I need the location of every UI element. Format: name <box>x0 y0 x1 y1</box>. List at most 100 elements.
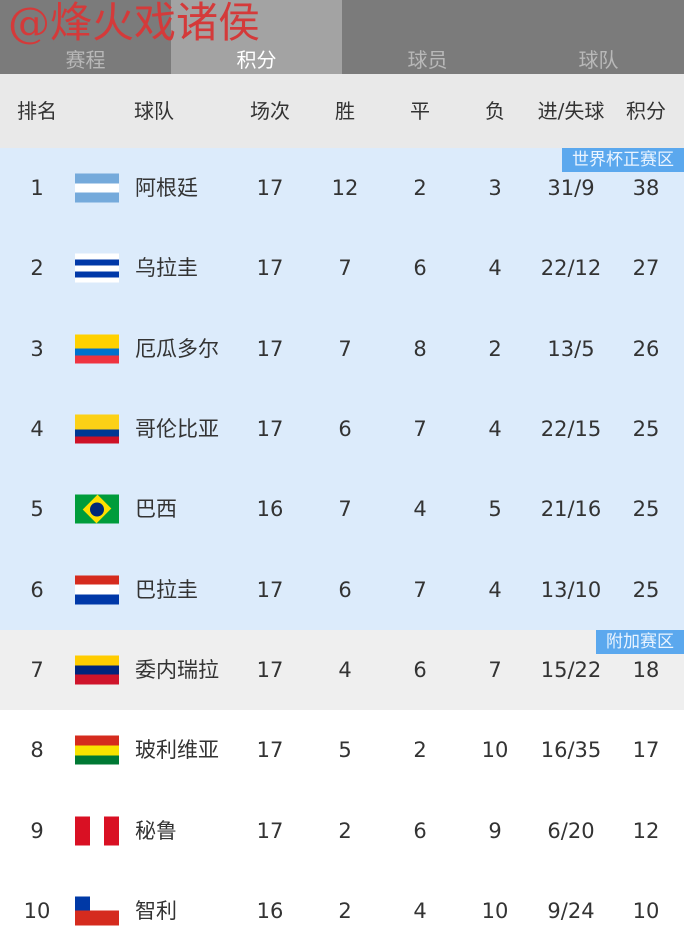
win: 7 <box>338 497 352 522</box>
team-name[interactable]: 秘鲁 <box>135 818 177 843</box>
tab-teams[interactable]: 球队 <box>578 48 619 72</box>
table-row[interactable]: 9 秘鲁 17 2 6 9 6/20 12 <box>0 790 684 871</box>
rank: 9 <box>30 818 44 843</box>
table-row[interactable]: 10 智利 16 2 4 10 9/24 10 <box>0 870 684 951</box>
loss: 9 <box>488 818 502 843</box>
played: 17 <box>256 417 284 442</box>
table-row[interactable]: 4 哥伦比亚 17 6 7 4 22/15 25 <box>0 388 684 470</box>
flag-paraguay-icon <box>75 575 119 605</box>
flag-brazil-icon <box>75 494 119 524</box>
tab-standings[interactable]: 积分 <box>171 0 342 74</box>
rank: 3 <box>30 336 44 361</box>
played: 17 <box>256 738 284 763</box>
win: 2 <box>338 818 352 843</box>
flag-argentina-icon <box>75 173 119 203</box>
rank: 6 <box>30 577 44 602</box>
table-row[interactable]: 6 巴拉圭 17 6 7 4 13/10 25 <box>0 549 684 630</box>
loss: 7 <box>488 657 502 682</box>
draw: 4 <box>413 497 427 522</box>
header-played: 场次 <box>250 99 290 123</box>
table-header: 排名 球队 场次 胜 平 负 进/失球 积分 <box>0 74 684 148</box>
rank: 10 <box>23 898 51 923</box>
team-name[interactable]: 哥伦比亚 <box>135 417 219 442</box>
team-name[interactable]: 厄瓜多尔 <box>135 336 219 361</box>
world-cup-zone-badge: 世界杯正赛区 <box>562 148 684 172</box>
played: 16 <box>256 898 284 923</box>
goals: 16/35 <box>540 738 602 763</box>
points: 12 <box>632 818 660 843</box>
tab-schedule[interactable]: 赛程 <box>65 48 106 72</box>
points: 17 <box>632 738 660 763</box>
win: 4 <box>338 657 352 682</box>
team-name[interactable]: 乌拉圭 <box>135 256 198 281</box>
loss: 2 <box>488 336 502 361</box>
loss: 5 <box>488 497 502 522</box>
rank: 2 <box>30 256 44 281</box>
loss: 4 <box>488 577 502 602</box>
team-name[interactable]: 巴西 <box>135 497 177 522</box>
points: 25 <box>632 577 660 602</box>
playoff-zone-badge: 附加赛区 <box>596 629 684 654</box>
table-row[interactable]: 8 玻利维亚 17 5 2 10 16/35 17 <box>0 710 684 791</box>
rank: 5 <box>30 497 44 522</box>
played: 17 <box>256 256 284 281</box>
win: 2 <box>338 898 352 923</box>
header-team: 球队 <box>134 99 174 123</box>
goals: 22/12 <box>540 256 602 281</box>
loss: 3 <box>488 176 502 201</box>
table-row[interactable]: 1 阿根廷 17 12 2 3 31/9 38 世界杯正赛区 <box>0 148 684 229</box>
flag-ecuador-icon <box>75 334 119 364</box>
goals: 31/9 <box>547 176 595 201</box>
goals: 6/20 <box>547 818 595 843</box>
header-loss: 负 <box>485 99 505 123</box>
flag-bolivia-icon <box>75 735 119 765</box>
team-name[interactable]: 阿根廷 <box>135 176 198 201</box>
points: 25 <box>632 417 660 442</box>
draw: 8 <box>413 336 427 361</box>
team-name[interactable]: 巴拉圭 <box>135 577 198 602</box>
team-name[interactable]: 玻利维亚 <box>135 738 219 763</box>
goals: 21/16 <box>540 497 602 522</box>
table-row[interactable]: 2 乌拉圭 17 7 6 4 22/12 27 <box>0 228 684 309</box>
rank: 1 <box>30 176 44 201</box>
team-name[interactable]: 智利 <box>135 898 177 923</box>
flag-chile-icon <box>75 896 119 926</box>
goals: 13/10 <box>540 577 602 602</box>
loss: 10 <box>481 898 509 923</box>
points: 38 <box>632 176 660 201</box>
draw: 6 <box>413 818 427 843</box>
flag-peru-icon <box>75 816 119 846</box>
played: 17 <box>256 336 284 361</box>
draw: 4 <box>413 898 427 923</box>
win: 7 <box>338 256 352 281</box>
team-name[interactable]: 委内瑞拉 <box>135 657 219 682</box>
table-row[interactable]: 7 委内瑞拉 17 4 6 7 15/22 18 附加赛区 <box>0 629 684 711</box>
goals: 9/24 <box>547 898 595 923</box>
table-row[interactable]: 5 巴西 16 7 4 5 21/16 25 <box>0 469 684 550</box>
loss: 4 <box>488 256 502 281</box>
win: 12 <box>331 176 359 201</box>
loss: 4 <box>488 417 502 442</box>
win: 5 <box>338 738 352 763</box>
tab-players[interactable]: 球员 <box>407 48 448 72</box>
played: 17 <box>256 176 284 201</box>
goals: 22/15 <box>540 417 602 442</box>
played: 17 <box>256 657 284 682</box>
header-win: 胜 <box>335 99 355 123</box>
draw: 6 <box>413 256 427 281</box>
draw: 6 <box>413 657 427 682</box>
draw: 2 <box>413 176 427 201</box>
table-row[interactable]: 3 厄瓜多尔 17 7 8 2 13/5 26 <box>0 308 684 389</box>
standings-table: 1 阿根廷 17 12 2 3 31/9 38 世界杯正赛区 2 乌拉圭 17 7 6 4 22/12 27 3 厄… <box>0 148 684 951</box>
draw: 7 <box>413 577 427 602</box>
points: 26 <box>632 336 660 361</box>
goals: 13/5 <box>547 336 595 361</box>
header-goals: 进/失球 <box>537 99 605 123</box>
rank: 8 <box>30 738 44 763</box>
points: 18 <box>632 657 660 682</box>
points: 27 <box>632 256 660 281</box>
header-points: 积分 <box>626 99 666 123</box>
played: 17 <box>256 818 284 843</box>
win: 6 <box>338 417 352 442</box>
win: 7 <box>338 336 352 361</box>
